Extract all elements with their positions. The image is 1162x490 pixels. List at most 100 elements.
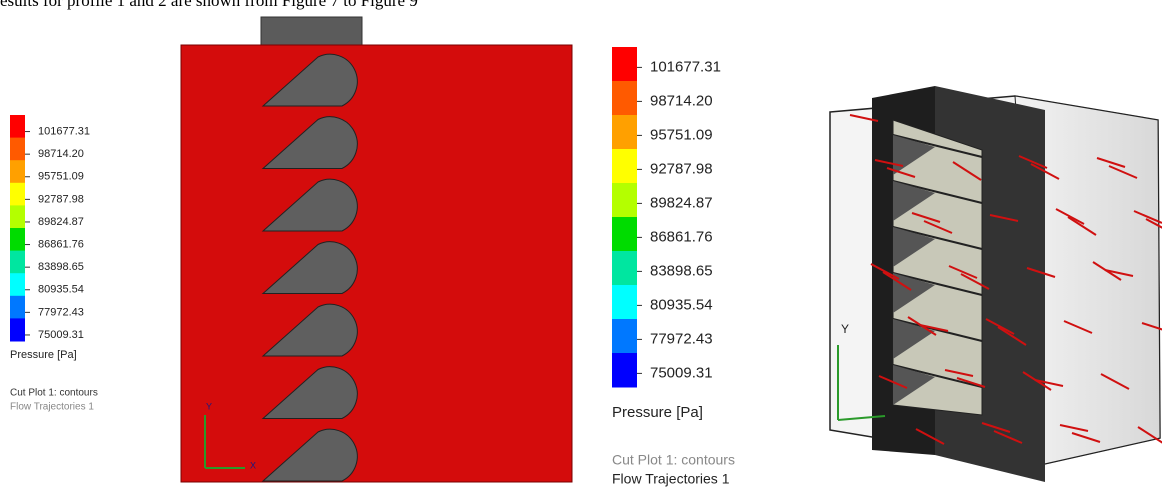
slat xyxy=(892,180,983,204)
trajectory xyxy=(1055,208,1085,225)
legend-label: 77972.43 xyxy=(650,330,713,347)
color-band xyxy=(10,182,25,206)
slat-shadow xyxy=(893,227,935,267)
inlet xyxy=(260,16,363,48)
axis-label: Y xyxy=(206,401,212,411)
trajectory xyxy=(1137,426,1162,444)
trajectory xyxy=(1071,432,1101,443)
trajectory xyxy=(882,271,912,291)
color-band xyxy=(612,217,637,252)
color-band xyxy=(612,81,637,116)
color-band xyxy=(10,318,25,342)
slat-shadow xyxy=(893,319,935,359)
color-band xyxy=(612,115,637,150)
legend-label: 101677.31 xyxy=(38,125,90,137)
legend-label: 75009.31 xyxy=(650,364,713,381)
legend-label: 80935.54 xyxy=(38,284,84,296)
legend-note: Cut Plot 1: contours xyxy=(612,452,735,468)
trajectory xyxy=(956,377,986,388)
legend-note: Cut Plot 1: contours xyxy=(10,388,98,399)
trajectory xyxy=(870,263,900,280)
slat-shadow xyxy=(893,135,935,175)
trajectory xyxy=(849,114,879,122)
color-band xyxy=(10,137,25,161)
legend-label: 101677.31 xyxy=(650,58,721,75)
blade xyxy=(261,116,358,169)
color-band xyxy=(612,149,637,184)
blade xyxy=(261,53,358,107)
legend-label: 89824.87 xyxy=(38,216,84,228)
slat xyxy=(892,318,983,342)
blade xyxy=(261,366,358,419)
trajectory xyxy=(985,318,1015,335)
trajectory xyxy=(1063,320,1093,334)
slat xyxy=(892,272,983,296)
trajectory xyxy=(907,316,937,336)
trajectory xyxy=(923,220,953,234)
trajectory xyxy=(1133,210,1162,224)
color-band xyxy=(10,228,25,252)
blade xyxy=(261,303,358,357)
color-band xyxy=(10,273,25,297)
legend-unit: Pressure [Pa] xyxy=(612,404,703,421)
trajectory xyxy=(1104,269,1134,277)
legend-label: 92787.98 xyxy=(38,193,84,205)
slat-shadow xyxy=(893,181,935,221)
trajectory xyxy=(944,369,974,377)
color-band xyxy=(612,47,637,82)
color-band xyxy=(612,183,637,218)
trajectory xyxy=(886,167,916,178)
legend-label: 83898.65 xyxy=(38,261,84,273)
trajectory xyxy=(1022,371,1052,391)
trajectory xyxy=(919,324,949,332)
slat-shadow xyxy=(893,273,935,313)
axis-label: X xyxy=(250,460,256,470)
blade xyxy=(261,241,358,294)
legend-label: 80935.54 xyxy=(650,296,713,313)
legend-label: 86861.76 xyxy=(38,238,84,250)
trajectory xyxy=(981,422,1011,433)
color-band xyxy=(612,353,637,388)
isometric-view: Y xyxy=(829,86,1162,482)
legend-label: 95751.09 xyxy=(38,171,84,183)
slat-shadow xyxy=(893,365,935,405)
color-band xyxy=(10,250,25,274)
trajectory xyxy=(1100,373,1130,390)
axis-label: Y xyxy=(841,322,849,336)
color-band xyxy=(612,251,637,286)
legend-label: 77972.43 xyxy=(38,306,84,318)
trajectory xyxy=(993,430,1023,444)
legend-label: 89824.87 xyxy=(650,194,713,211)
legend-label: 92787.98 xyxy=(650,160,713,177)
trajectory xyxy=(1034,379,1064,387)
trajectory xyxy=(911,212,941,223)
trajectory xyxy=(952,161,982,181)
legend-note: Flow Trajectories 1 xyxy=(612,471,730,487)
legend-note: Flow Trajectories 1 xyxy=(10,402,94,413)
legend-label: 83898.65 xyxy=(650,262,713,279)
slat xyxy=(892,226,983,250)
trajectory xyxy=(1067,216,1097,236)
trajectory xyxy=(878,375,908,389)
trajectory xyxy=(1018,155,1048,169)
trajectory xyxy=(997,326,1027,346)
color-band xyxy=(612,285,637,320)
trajectory xyxy=(1145,218,1162,229)
trajectory xyxy=(1026,267,1056,278)
domain xyxy=(180,44,573,483)
trajectory xyxy=(1096,157,1126,168)
trajectory xyxy=(1108,165,1138,179)
header-text: esults for profile 1 and 2 are shown fro… xyxy=(0,0,418,10)
slat xyxy=(892,364,983,388)
color-band xyxy=(10,205,25,229)
color-band xyxy=(10,115,25,139)
legend-label: 98714.20 xyxy=(650,92,713,109)
trajectory xyxy=(1059,424,1089,432)
blade xyxy=(261,428,358,482)
slat xyxy=(892,134,983,158)
legend-label: 86861.76 xyxy=(650,228,713,245)
trajectory xyxy=(1030,163,1060,180)
legend-label: 98714.20 xyxy=(38,148,84,160)
